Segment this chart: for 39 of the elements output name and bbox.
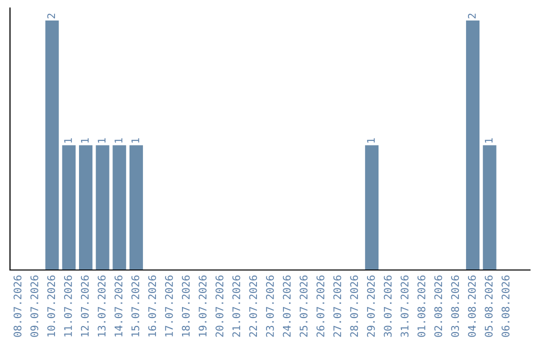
x-tick-label: 23.07.2026 (266, 276, 274, 337)
data-label: 2 (468, 14, 476, 18)
x-tick-label: 27.07.2026 (333, 276, 342, 337)
x-tick-label: 29.07.2026 (366, 276, 375, 337)
x-tick-label: 20.07.2026 (216, 276, 224, 337)
data-label: 1 (81, 138, 89, 143)
x-tick-label: 12.07.2026 (80, 276, 89, 336)
x-tick-label: 08.07.2026 (14, 276, 22, 337)
x-tick-label: 22.07.2026 (249, 276, 258, 337)
x-tick-label: 30.07.2026 (384, 276, 392, 337)
x-tick-label: 16.07.2026 (148, 276, 156, 336)
x-tick-label: 11.07.2026 (64, 276, 72, 336)
x-tick-label: 09.07.2026 (30, 276, 38, 337)
x-tick-label: 26.07.2026 (316, 276, 324, 337)
x-tick-label: 14.07.2026 (114, 276, 122, 336)
x-tick-label: 05.08.2026 (484, 276, 493, 337)
data-label: 1 (64, 138, 72, 143)
data-label: 2 (47, 14, 55, 18)
x-tick-label: 01.08.2026 (417, 276, 426, 337)
x-tick-label: 15.07.2026 (131, 276, 140, 336)
x-tick-label: 19.07.2026 (198, 276, 207, 336)
x-tick-label: 06.08.2026 (502, 276, 510, 337)
x-tick-label: 28.07.2026 (350, 276, 358, 337)
x-tick-label: 31.07.2026 (400, 276, 409, 337)
data-label: 1 (98, 138, 106, 143)
x-tick-label: 24.07.2026 (282, 276, 291, 337)
data-label: 1 (132, 138, 140, 143)
data-label: 1 (484, 138, 493, 143)
x-tick-label: 10.07.2026 (47, 276, 56, 336)
x-tick-label: 17.07.2026 (165, 276, 173, 336)
data-label: 1 (114, 138, 122, 143)
x-tick-label: 03.08.2026 (451, 276, 460, 337)
data-label: 1 (367, 138, 375, 143)
x-tick-label: 13.07.2026 (98, 276, 106, 336)
x-tick-label: 25.07.2026 (300, 276, 308, 337)
x-tick-label: 02.08.2026 (434, 276, 442, 337)
x-tick-label: 21.07.2026 (232, 276, 240, 337)
x-tick-label: 04.08.2026 (468, 276, 476, 337)
x-tick-label: 18.07.2026 (182, 276, 190, 336)
